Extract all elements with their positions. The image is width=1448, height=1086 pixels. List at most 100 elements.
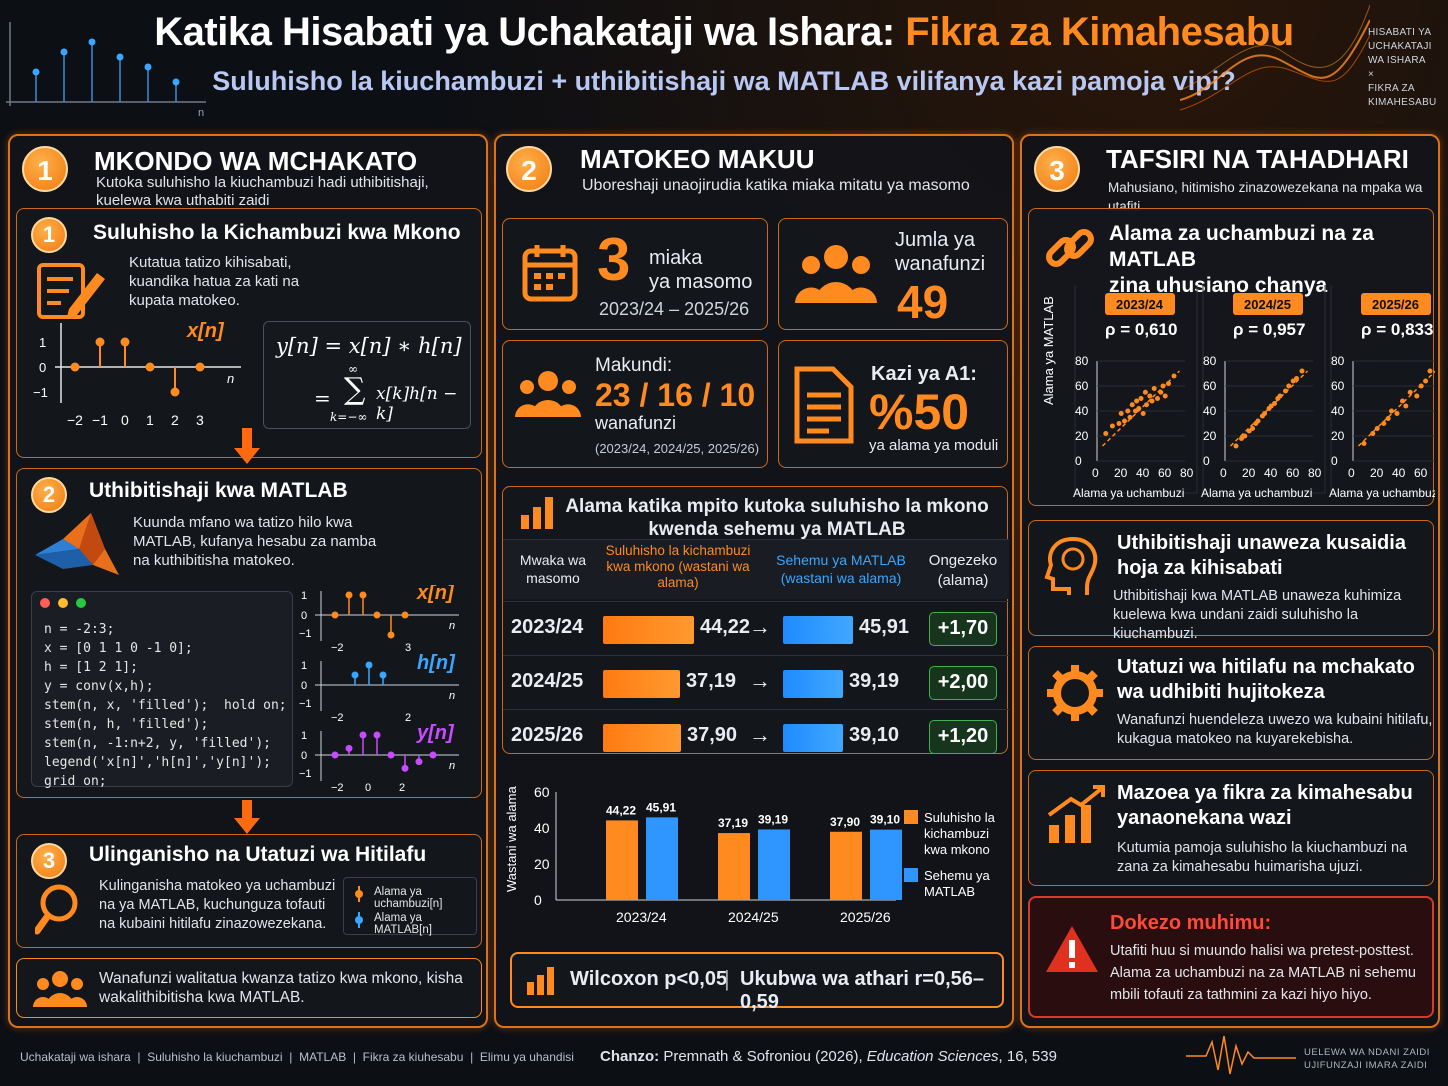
code-line: grid on; — [44, 774, 107, 789]
mplot-stem-dot — [373, 731, 381, 739]
scatter-point — [1144, 402, 1149, 408]
scatter-point — [1155, 396, 1160, 401]
column-process: 1 MKONDO WA MCHAKATO Kutoka suluhisho la… — [8, 134, 488, 1028]
mplot-n: n — [449, 620, 455, 632]
scatter-point — [1171, 373, 1177, 379]
mplot-ytick: 0 — [301, 750, 307, 762]
mplot-n: n — [449, 690, 455, 702]
scatter-year-badge — [1105, 293, 1175, 315]
students-group-icon — [795, 245, 877, 303]
scatter-panel-frame — [1202, 285, 1326, 494]
note-text: Wanafunzi walitatua kwanza tatizo kwa mk… — [99, 970, 463, 1006]
col2-title: MATOKEO MAKUU — [580, 144, 815, 174]
bar-legend-matlab-l1: Sehemu ya — [924, 868, 991, 883]
header-stem-dot — [172, 78, 180, 86]
step2-card: 2 Uthibitishaji kwa MATLAB Kuunda mfano … — [16, 468, 482, 798]
scatter-point — [1233, 443, 1239, 449]
mplot-stem-dot — [387, 631, 395, 639]
header-n-label: n — [198, 107, 204, 119]
scatter-point — [1389, 408, 1394, 414]
col1-title: MKONDO WA MCHAKATO — [94, 146, 418, 176]
scatter-panel-frame — [1074, 285, 1198, 494]
th-hand: Suluhisho la kichambuzi kwa mkono (wasta… — [605, 543, 751, 590]
scatter-point — [1299, 368, 1305, 374]
title-highlight: Fikra za Kimahesabu — [905, 10, 1294, 54]
svg-text:1: 1 — [146, 412, 154, 428]
scatter-point — [1109, 423, 1115, 429]
footer-right-slogan: UELEWA WA NDANI ZAIDI UJIFUNZAJI IMARA ZA… — [1304, 1047, 1430, 1071]
scatter-point — [1255, 418, 1261, 424]
code-line: stem(n, h, 'filled'); — [44, 717, 209, 732]
scatter-xlabel: Alama ya uchambuzi — [1329, 486, 1435, 500]
scatter-point — [1394, 411, 1400, 416]
step1-stem-dot — [95, 337, 105, 347]
mplot-n: n — [449, 760, 455, 772]
step1-text: Kutatua tatizo kihisabati, kuandika hatu… — [129, 254, 300, 309]
step1-stem-dot — [145, 362, 155, 372]
scatter-ytick: 60 — [1331, 379, 1345, 393]
insight2-text: Wanafunzi huendeleza uwezo wa kubaini hi… — [1117, 712, 1433, 747]
calendar-icon — [522, 245, 578, 302]
scatter-point — [1272, 401, 1277, 406]
legend-matlab: Alama ya MATLAB[n] — [374, 912, 432, 936]
mplot-stem-dot — [345, 744, 353, 752]
step2-title: Uthibitishaji kwa MATLAB — [89, 479, 348, 502]
bar-legend-swatch-hand — [904, 810, 918, 824]
bar-label-hand: 44,22 — [606, 803, 636, 817]
insight2-title: Utatuzi wa hitilafu na mchakato wa udhibi… — [1117, 656, 1415, 703]
mplot-xtick: 0 — [365, 782, 371, 794]
down-arrow-icon-2 — [234, 800, 260, 834]
page-subtitle: Suluhisho la kiuchambuzi + uthibitishaji… — [212, 66, 1236, 96]
step3-legend: Alama ya uchambuzi[n] Alama ya MATLAB[n] — [343, 877, 477, 936]
scatter-ytick: 0 — [1203, 454, 1210, 468]
bar-label-matlab: 39,10 — [870, 813, 900, 827]
code-line: legend('x[n]','h[n]','y[n]'); — [44, 755, 271, 770]
header-stem-dot — [88, 38, 96, 46]
scatter-point — [1286, 383, 1292, 389]
convolution-equation: y[n] = x[n] ∗ h[n] = ∑ ∞ k=−∞ x[k]h[n − … — [263, 321, 471, 429]
scatter-year: 2024/25 — [1244, 297, 1291, 312]
table-row: 2023/24 44,22 → 45,91 +1,70 — [503, 601, 1009, 655]
scatter-xtick: 20 — [1370, 466, 1384, 480]
row-hand-bar — [603, 670, 680, 698]
page-title: Katika Hisabati ya Uchakataji wa Ishara:… — [0, 10, 1448, 55]
scatter-ytick: 40 — [1331, 404, 1345, 418]
code-line: x = [0 1 1 0 -1 0]; — [44, 641, 193, 656]
group-icon — [33, 971, 87, 1007]
svg-text:−1: −1 — [33, 385, 48, 400]
row-matlab-bar — [783, 616, 853, 644]
scatter-xtick: 40 — [1392, 466, 1406, 480]
bar-ytick: 20 — [534, 856, 550, 872]
col2-desc: Uboreshaji unaojirudia katika miaka mita… — [582, 177, 970, 194]
scatter-xtick: 60 — [1158, 466, 1172, 480]
scatter-ytick: 80 — [1075, 354, 1089, 368]
step3-number: 3 — [31, 843, 67, 879]
bar-category: 2025/26 — [840, 909, 891, 925]
mplot-stem-dot — [401, 764, 409, 772]
correlation-card: Alama za uchambuzi na za MATLAB zina uhus… — [1028, 208, 1435, 506]
card-years: 3 miaka ya masomo 2023/24 – 2025/26 — [502, 218, 768, 330]
mplot-ytick: 0 — [301, 680, 307, 692]
sum-symbol: ∑ — [344, 372, 366, 407]
scatter-xtick: 80 — [1180, 466, 1194, 480]
bar-label-hand: 37,19 — [718, 816, 748, 830]
scatter-point — [1262, 411, 1268, 416]
mplot-stem-dot — [379, 671, 387, 679]
document-icon — [794, 366, 854, 444]
corner-label: HISABATI YA UCHAKATAJI WA ISHARA × FIKRA ZA K… — [1368, 27, 1437, 108]
groups-value: 23 / 16 / 10 — [595, 377, 756, 413]
legend-analytic: Alama ya uchambuzi[n] — [374, 886, 443, 910]
insight3-title: Mazoea ya fikra za kimahesabu yanaonekana… — [1117, 782, 1413, 829]
bar-matlab — [758, 829, 790, 900]
growth-chart-icon — [1047, 785, 1105, 843]
warning-box: Dokezo muhimu: Utafiti huu si muundo hal… — [1028, 896, 1434, 1018]
mplot-xtick: −2 — [331, 712, 344, 724]
step2-text: Kuunda mfano wa tatizo hilo kwa MATLAB, … — [133, 514, 377, 569]
footer-tags: Uchakataji wa ishara | Suluhisho la kiuc… — [20, 1050, 574, 1064]
students-note: Wanafunzi walitatua kwanza tatizo kwa mk… — [16, 958, 482, 1018]
step3-text: Kulinganisha matokeo ya uchambuzi na ya … — [99, 878, 336, 932]
scatter-xtick: 60 — [1286, 466, 1300, 480]
mplot-ytick: −1 — [299, 698, 312, 710]
row-arrow: → — [749, 668, 771, 693]
bar-ytick: 40 — [534, 820, 550, 836]
